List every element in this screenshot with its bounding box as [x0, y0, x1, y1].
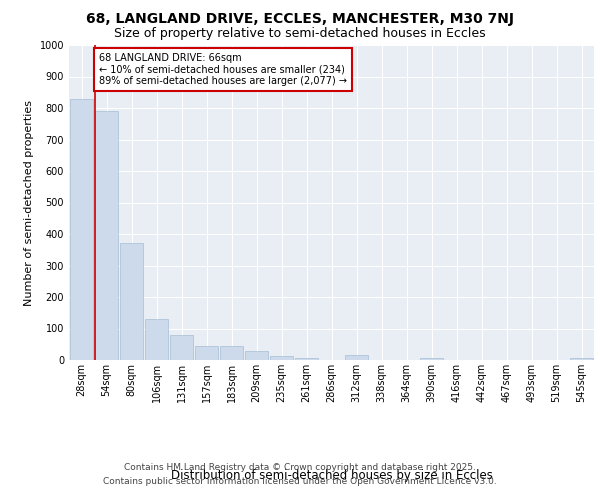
- Text: 68 LANGLAND DRIVE: 66sqm
← 10% of semi-detached houses are smaller (234)
89% of : 68 LANGLAND DRIVE: 66sqm ← 10% of semi-d…: [99, 53, 347, 86]
- Bar: [120, 244, 143, 360]
- Bar: [245, 350, 268, 360]
- Y-axis label: Number of semi-detached properties: Number of semi-detached properties: [24, 100, 34, 306]
- Bar: [570, 358, 593, 360]
- Bar: [195, 346, 218, 360]
- Bar: [220, 346, 243, 360]
- Bar: [345, 356, 368, 360]
- Bar: [95, 111, 118, 360]
- Bar: [270, 356, 293, 360]
- X-axis label: Distribution of semi-detached houses by size in Eccles: Distribution of semi-detached houses by …: [170, 469, 493, 482]
- Bar: [70, 98, 93, 360]
- Bar: [145, 319, 168, 360]
- Text: Contains public sector information licensed under the Open Government Licence v3: Contains public sector information licen…: [103, 477, 497, 486]
- Bar: [295, 358, 318, 360]
- Text: Contains HM Land Registry data © Crown copyright and database right 2025.: Contains HM Land Registry data © Crown c…: [124, 464, 476, 472]
- Text: Size of property relative to semi-detached houses in Eccles: Size of property relative to semi-detach…: [114, 28, 486, 40]
- Text: 68, LANGLAND DRIVE, ECCLES, MANCHESTER, M30 7NJ: 68, LANGLAND DRIVE, ECCLES, MANCHESTER, …: [86, 12, 514, 26]
- Bar: [420, 358, 443, 360]
- Bar: [170, 335, 193, 360]
